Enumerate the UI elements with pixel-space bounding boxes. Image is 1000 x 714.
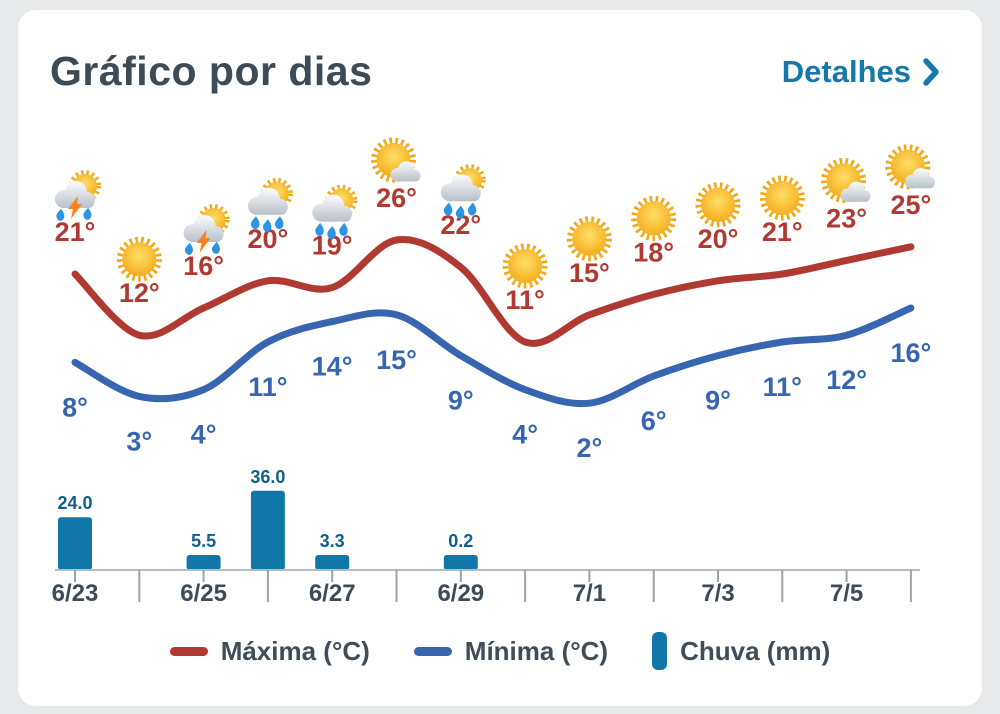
weather-icon-sun [120, 240, 158, 278]
chevron-right-icon [923, 57, 939, 86]
legend-item-maxima: Máxima (°C) [169, 635, 370, 667]
weather-icon-sun [506, 247, 544, 285]
max-temp-label: 21° [762, 217, 803, 247]
x-axis-label: 6/27 [309, 580, 356, 607]
rain-bar [443, 555, 478, 570]
rain-bar [186, 555, 221, 570]
max-temp-label: 21° [55, 217, 96, 247]
max-temp-label: 16° [183, 251, 224, 281]
rain-value-label: 36.0 [250, 467, 285, 487]
max-temp-line [71, 235, 915, 347]
weather-icon-storm-sun [184, 207, 227, 255]
x-axis-label: 6/25 [180, 580, 227, 607]
min-temp-label: 2° [576, 433, 602, 463]
card-header: Gráfico por dias Detalhes [50, 48, 940, 95]
weather-icon-storm-sun [55, 173, 98, 221]
x-axis-label: 7/1 [573, 580, 606, 607]
max-temp-label: 15° [569, 258, 610, 288]
max-temp-label: 23° [826, 203, 867, 233]
weather-icon-sun [570, 220, 608, 258]
x-axis-label: 6/29 [437, 580, 484, 607]
chart-legend: Máxima (°C) Mínima (°C) Chuva (mm) [18, 632, 982, 670]
weather-icon-sun [635, 199, 673, 237]
x-axis-label: 7/3 [701, 580, 734, 607]
details-label: Detalhes [781, 53, 911, 89]
min-line-swatch [413, 646, 452, 656]
legend-item-chuva: Chuva (mm) [652, 632, 830, 670]
rain-value-label: 5.5 [191, 531, 216, 551]
rain-bar [315, 555, 350, 570]
legend-label-minima: Mínima (°C) [464, 635, 609, 666]
min-temp-label: 6° [641, 406, 667, 436]
min-temp-label: 12° [826, 365, 867, 395]
details-link[interactable]: Detalhes [782, 54, 940, 90]
x-axis-label: 6/23 [52, 580, 99, 607]
min-temp-label: 11° [248, 372, 287, 402]
legend-label-chuva: Chuva (mm) [680, 635, 831, 666]
weather-card: Gráfico por dias Detalhes [18, 10, 982, 706]
rain-bar-swatch [652, 632, 668, 670]
min-temp-label: 8° [62, 392, 88, 422]
max-temp-label: 18° [633, 237, 674, 267]
chart-title: Gráfico por dias [50, 48, 373, 94]
weather-icon-sun [699, 186, 737, 224]
min-temp-line [71, 304, 915, 408]
min-temp-label: 16° [890, 338, 931, 368]
min-temp-label: 9° [705, 386, 731, 416]
max-temp-label: 11° [505, 285, 544, 315]
weather-icon-sun-cloud [375, 141, 421, 182]
min-temp-label: 4° [512, 420, 538, 450]
min-temp-label: 3° [126, 426, 152, 456]
max-line-swatch [169, 646, 208, 656]
rain-bar [58, 517, 92, 570]
legend-label-maxima: Máxima (°C) [220, 635, 370, 666]
weather-icon-sun-cloud [889, 148, 935, 189]
rain-value-label: 24.0 [57, 493, 92, 513]
x-axis-label: 7/5 [830, 580, 863, 607]
max-temp-label: 20° [698, 224, 739, 254]
weather-icon-sun [763, 179, 801, 217]
rain-value-label: 0.2 [448, 531, 473, 551]
max-temp-label: 26° [376, 183, 417, 213]
legend-item-minima: Mínima (°C) [413, 635, 609, 667]
weather-icon-sun-cloud [825, 161, 871, 202]
min-temp-label: 4° [191, 420, 217, 450]
min-temp-label: 11° [763, 372, 802, 402]
min-temp-label: 9° [448, 386, 474, 416]
rain-value-label: 3.3 [320, 531, 345, 551]
max-temp-label: 25° [890, 190, 931, 220]
max-temp-label: 12° [119, 278, 160, 308]
rain-bar [250, 490, 285, 570]
daily-weather-chart: 24.0 5.5 36.0 3.3 0.2 6/23 6/25 6/27 6/29 7/1 7/3 7… [52, 120, 982, 607]
min-temp-label: 15° [376, 345, 417, 375]
min-temp-label: 14° [312, 352, 353, 382]
